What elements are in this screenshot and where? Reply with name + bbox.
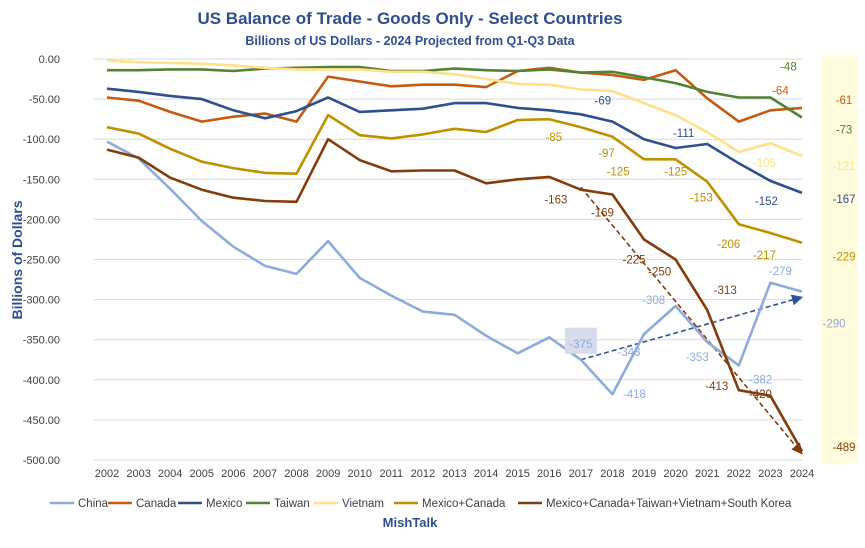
y-tick-label: -200.00 [23,214,60,226]
data-label-vietnam: -105 [753,158,776,170]
trend-arrow-china [580,294,804,361]
data-label-mexico-canada: -206 [717,239,740,251]
data-label-canada: -64 [772,85,789,97]
legend-label-mexico: Mexico [206,498,242,510]
y-tick-label: -150.00 [23,174,60,186]
series-line-china [106,140,803,396]
data-label-canada: -61 [836,95,853,107]
x-tick-label: 2011 [379,468,403,480]
data-label-china: -418 [623,389,646,401]
x-tick-label: 2004 [158,468,182,480]
x-tick-label: 2016 [537,468,561,480]
data-label-china: -353 [686,352,709,364]
data-labels: -375 -418 -343 -308 -353 -382 -279 -290 -64 -61 -6… [544,61,855,454]
x-tick-label: 2003 [126,468,150,480]
data-label-china: -308 [642,295,665,307]
y-tick-label: -250.00 [23,255,60,267]
data-label-taiwan: -48 [780,61,797,73]
x-tick-label: 2002 [95,468,119,480]
x-tick-label: 2024 [790,468,814,480]
y-tick-labels: 0.00 -50.00 -100.00 -150.00 -200.00 -250.00 -3… [23,54,60,467]
x-tick-label: 2006 [221,468,245,480]
trend-arrow-mexico-canada-taiwan-vietnam-south-korea [580,186,803,455]
data-label-mexico-canada: -97 [598,148,615,160]
data-label-mexico-canada: -153 [690,193,713,205]
data-label-mexico-canada-taiwan-vietnam-south-korea: -169 [591,208,614,220]
x-tick-label: 2005 [190,468,214,480]
series-lines [106,59,804,452]
x-tick-label: 2020 [663,468,687,480]
x-tick-label: 2022 [727,468,751,480]
series-line-vietnam [106,59,803,158]
data-label-mexico-canada-taiwan-vietnam-south-korea: -225 [623,254,646,266]
series-line-mexico [106,87,803,195]
y-tick-label: -400.00 [23,375,60,387]
y-axis-label: Billions of Dollars [9,200,25,319]
y-tick-label: -300.00 [23,295,60,307]
x-tick-label: 2007 [253,468,277,480]
x-tick-label: 2014 [474,468,498,480]
data-label-mexico-canada-taiwan-vietnam-south-korea: -250 [648,267,671,279]
x-tick-label: 2010 [347,468,371,480]
trend-arrows [580,186,804,455]
x-tick-label: 2023 [758,468,782,480]
data-label-china: -279 [769,266,792,278]
data-label-mexico-canada: -85 [546,132,563,144]
data-label-mexico-canada: -125 [607,166,630,178]
chart-title: US Balance of Trade - Goods Only - Selec… [197,9,622,28]
x-tick-label: 2012 [411,468,435,480]
x-tick-label: 2009 [316,468,340,480]
data-label-mexico-canada: -125 [664,166,687,178]
data-label-mexico-canada-taiwan-vietnam-south-korea: -489 [832,442,855,454]
y-tick-label: 0.00 [39,54,60,66]
data-label-box [564,327,597,354]
y-tick-label: -450.00 [23,415,60,427]
legend-label-china: China [78,498,109,510]
data-label-china: -382 [749,374,772,386]
series-line-mexico-canada [106,113,803,244]
data-label-mexico-canada: -217 [753,250,776,262]
data-label-china: -375 [569,339,592,351]
projection-highlight [822,56,858,464]
data-label-taiwan: -73 [836,125,853,137]
legend-label-taiwan: Taiwan [274,498,310,510]
gridlines [94,58,802,461]
y-tick-label: -100.00 [23,134,60,146]
data-label-mexico-canada-taiwan-vietnam-south-korea: -420 [749,389,772,401]
legend-label-vietnam: Vietnam [342,498,384,510]
data-label-china: -290 [822,319,845,331]
data-label-mexico: -167 [832,194,855,206]
series-line-mexico-canada-taiwan-vietnam-south-korea [106,137,804,452]
x-tick-label: 2017 [569,468,593,480]
x-tick-labels: 2002 2003 2004 2005 2006 2007 2008 2009 2010 2011… [95,468,814,480]
series-line-canada [106,66,803,123]
x-tick-label: 2013 [442,468,466,480]
data-label-vietnam: -121 [832,161,855,173]
legend: China Canada Mexico Taiwan Vietnam Mexico+Can… [50,498,792,510]
data-label-mexico-canada-taiwan-vietnam-south-korea: -163 [544,195,567,207]
data-label-mexico-canada: -229 [832,252,855,264]
legend-label-mexico-canada: Mexico+Canada [422,498,506,510]
data-label-mexico-canada-taiwan-vietnam-south-korea: -413 [705,381,728,393]
x-axis-label: MishTalk [383,515,438,530]
data-label-mexico: -69 [595,95,612,107]
y-tick-label: -500.00 [23,455,60,467]
y-tick-label: -50.00 [29,94,60,106]
x-tick-label: 2008 [284,468,308,480]
legend-label-canada: Canada [136,498,177,510]
y-tick-label: -350.00 [23,335,60,347]
legend-label-mexico-canada-taiwan-vietnam-south-korea: Mexico+Canada+Taiwan+Vietnam+South Korea [546,498,792,510]
x-tick-label: 2021 [695,468,719,480]
data-label-mexico: -152 [755,196,778,208]
data-label-mexico-canada-taiwan-vietnam-south-korea: -313 [714,285,737,297]
chart-subtitle: Billions of US Dollars - 2024 Projected … [245,34,575,48]
x-tick-label: 2018 [600,468,624,480]
series-line-taiwan [107,65,803,119]
data-label-mexico: -111 [673,128,694,140]
x-tick-label: 2015 [505,468,529,480]
data-label-china: -343 [618,347,641,359]
x-tick-label: 2019 [632,468,656,480]
